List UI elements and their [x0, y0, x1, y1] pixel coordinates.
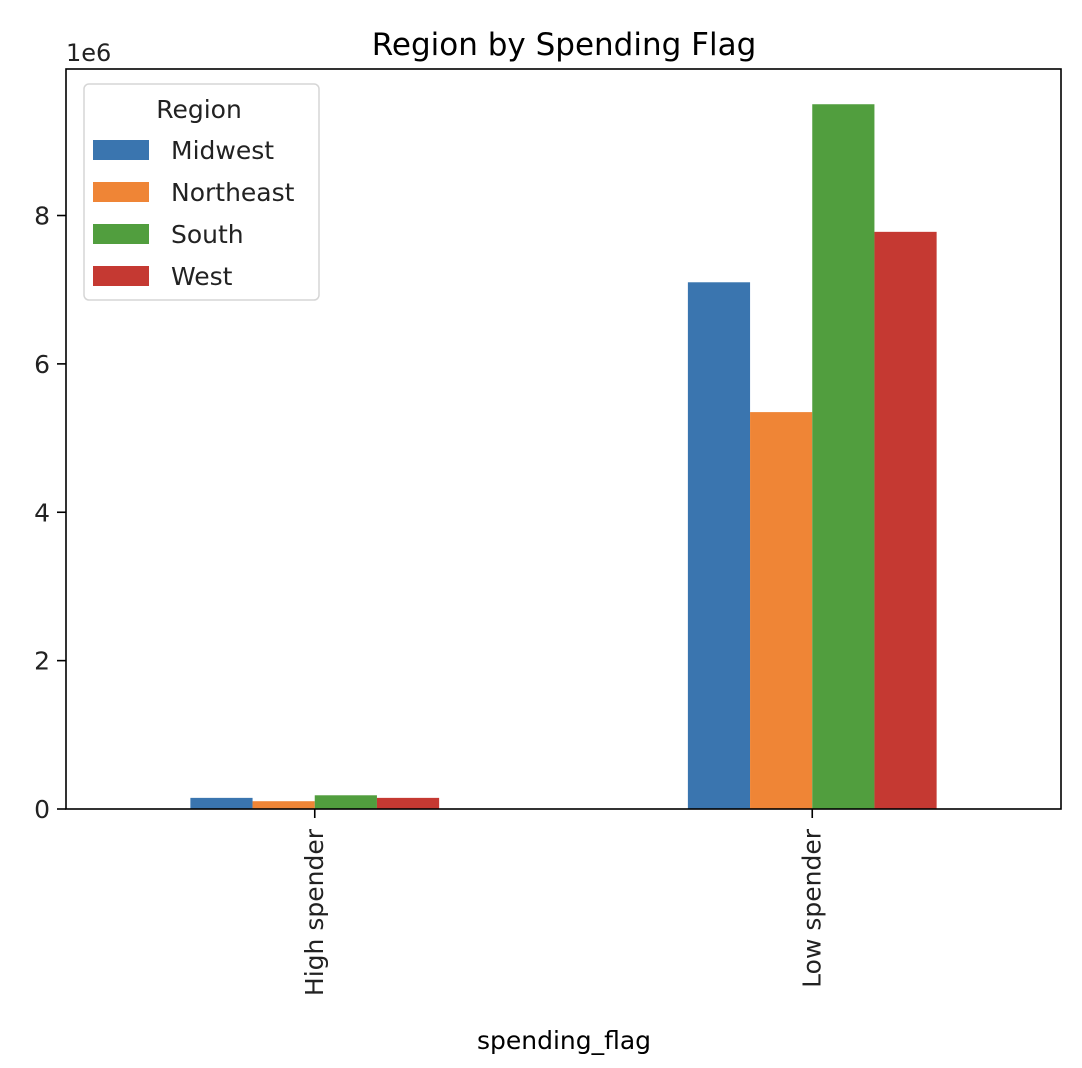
y-offset-label: 1e6	[66, 39, 111, 67]
legend-label-south: South	[171, 220, 244, 249]
legend-swatch-northeast	[93, 182, 149, 202]
x-axis: High spender Low spender	[300, 809, 826, 996]
bar-northeast-high-spender	[252, 801, 315, 809]
legend-box	[83, 83, 320, 301]
bar-west-low-spender	[874, 231, 937, 810]
legend: Region Midwest Northeast South West	[83, 83, 320, 301]
bar-south-high-spender	[314, 795, 377, 809]
legend-swatch-midwest	[93, 140, 149, 160]
bar-midwest-high-spender	[190, 797, 253, 809]
y-tick-label: 8	[34, 202, 50, 231]
bar-northeast-low-spender	[750, 412, 813, 809]
y-tick-label: 0	[34, 795, 50, 824]
bar-midwest-low-spender	[687, 282, 751, 809]
x-axis-label: spending_flag	[477, 1026, 651, 1055]
plot-frame	[65, 68, 1062, 810]
legend-label-west: West	[171, 262, 233, 291]
y-tick-label: 4	[34, 498, 50, 527]
bar-south-low-spender	[812, 104, 875, 810]
chart-title: Region by Spending Flag	[372, 27, 757, 63]
x-tick-label: High spender	[300, 828, 329, 996]
legend-label-northeast: Northeast	[171, 178, 295, 207]
x-tick-label: Low spender	[797, 828, 826, 988]
y-tick-label: 6	[34, 350, 50, 379]
bar-west-high-spender	[376, 797, 440, 809]
legend-title: Region	[156, 95, 242, 124]
bars-group	[190, 104, 937, 810]
y-axis: 0 2 4 6 8	[34, 202, 66, 824]
y-tick-label: 2	[34, 647, 50, 676]
legend-swatch-south	[93, 224, 149, 244]
legend-label-midwest: Midwest	[171, 136, 274, 165]
legend-swatch-west	[93, 266, 149, 286]
